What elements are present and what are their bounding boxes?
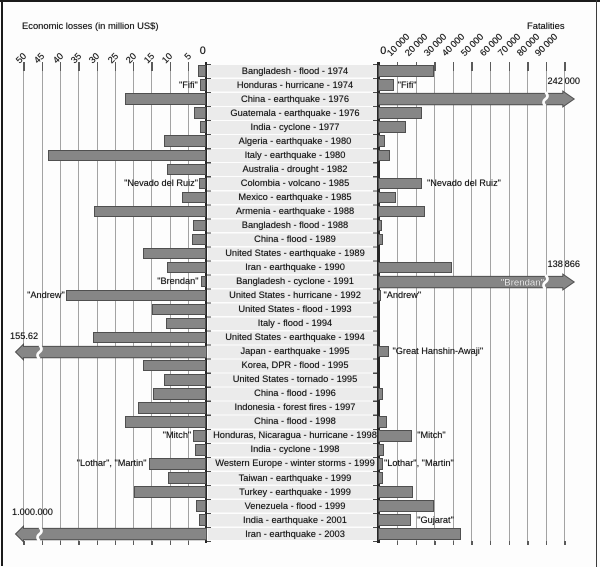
svg-text:"Brendan": "Brendan" [501,277,544,288]
